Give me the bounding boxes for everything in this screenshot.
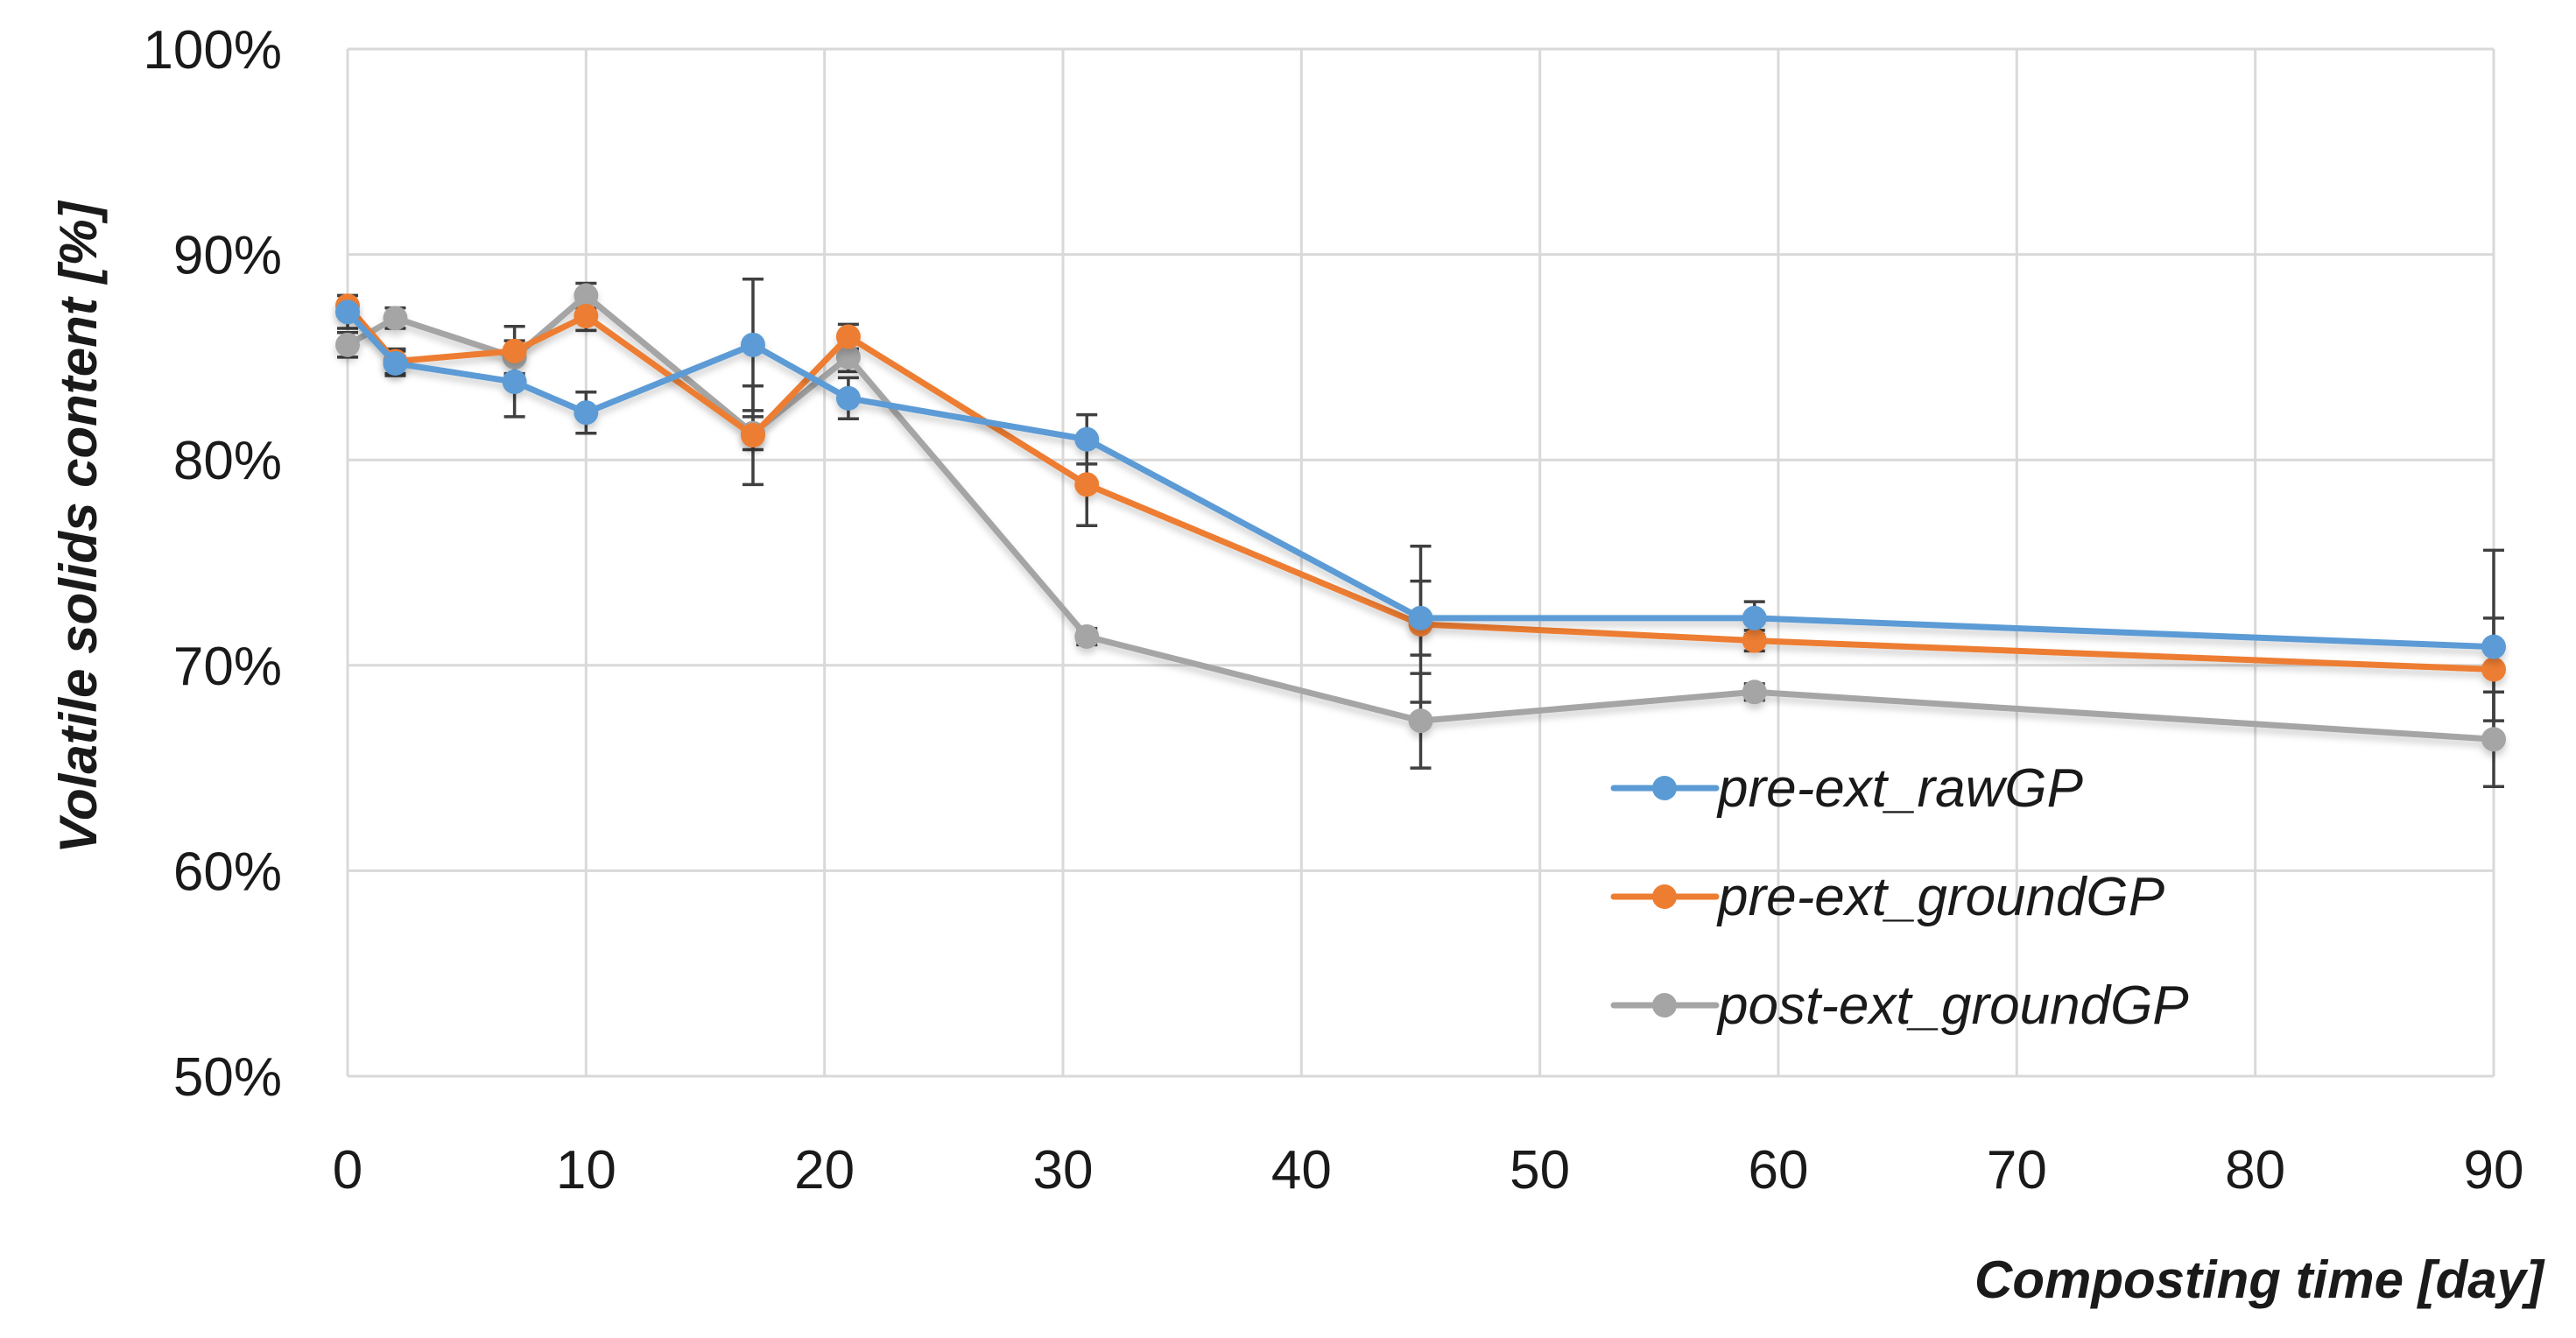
data-point (1742, 628, 1767, 653)
series-line (344, 292, 2497, 743)
x-tick-label: 40 (1271, 1140, 1332, 1201)
data-point (2481, 727, 2506, 752)
x-axis-title: Composting time [day] (1974, 1250, 2545, 1309)
data-point (1742, 680, 1767, 705)
legend-swatch-marker (1652, 884, 1677, 909)
legend-label: post-ext_groundGP (1716, 975, 2189, 1036)
series-line (344, 308, 2497, 651)
data-point (574, 400, 599, 426)
y-tick-label: 90% (173, 226, 282, 286)
data-point (335, 332, 360, 357)
data-point (1408, 605, 1433, 630)
y-tick-label: 80% (173, 431, 282, 491)
y-tick-label: 70% (173, 637, 282, 697)
series-lines (335, 283, 2506, 752)
data-point (1074, 426, 1100, 452)
x-tick-label: 10 (556, 1140, 616, 1201)
data-point (1742, 605, 1767, 630)
data-point (1074, 472, 1100, 497)
series-line (344, 302, 2497, 673)
y-tick-label: 50% (173, 1047, 282, 1108)
data-point (740, 423, 765, 448)
legend-swatch-marker (1652, 776, 1677, 800)
grid (346, 47, 2495, 1078)
data-point (835, 324, 861, 349)
legend-label: pre-ext_groundGP (1716, 867, 2164, 927)
legend-item: post-ext_groundGP (1610, 975, 2189, 1036)
y-tick-label: 60% (173, 842, 282, 902)
data-point (835, 344, 861, 370)
data-point (574, 283, 599, 308)
series-pre-ext_rawGP (335, 299, 2506, 659)
axes: 50% 60% 70% 80% 90% 100% 0 10 20 30 40 50 60 70 80 90 (143, 20, 2523, 1201)
x-tick-label: 60 (1749, 1140, 1809, 1201)
data-point (1408, 708, 1433, 734)
data-point (1074, 623, 1100, 649)
legend-item: pre-ext_groundGP (1610, 867, 2164, 927)
x-tick-label: 90 (2464, 1140, 2524, 1201)
x-tick-label: 70 (1987, 1140, 2047, 1201)
data-point (2481, 634, 2506, 659)
y-axis-title: Volatile solids content [%] (49, 200, 108, 854)
data-point (835, 385, 861, 411)
y-tick-label: 100% (143, 20, 282, 81)
legend-swatch-marker (1652, 993, 1677, 1018)
x-tick-label: 20 (794, 1140, 855, 1201)
data-point (2481, 657, 2506, 682)
x-tick-label: 50 (1510, 1140, 1570, 1201)
data-point (502, 370, 527, 395)
data-point (574, 303, 599, 328)
data-point (740, 332, 765, 357)
data-point (383, 306, 408, 331)
data-point (502, 338, 527, 363)
data-point (335, 299, 360, 325)
x-tick-label: 80 (2225, 1140, 2285, 1201)
legend: pre-ext_rawGP pre-ext_groundGP post-ext_gr… (1610, 758, 2189, 1036)
x-tick-label: 30 (1033, 1140, 1094, 1201)
x-tick-label: 0 (333, 1140, 362, 1201)
legend-item: pre-ext_rawGP (1610, 758, 2083, 819)
data-point (383, 350, 408, 376)
legend-label: pre-ext_rawGP (1716, 758, 2083, 819)
